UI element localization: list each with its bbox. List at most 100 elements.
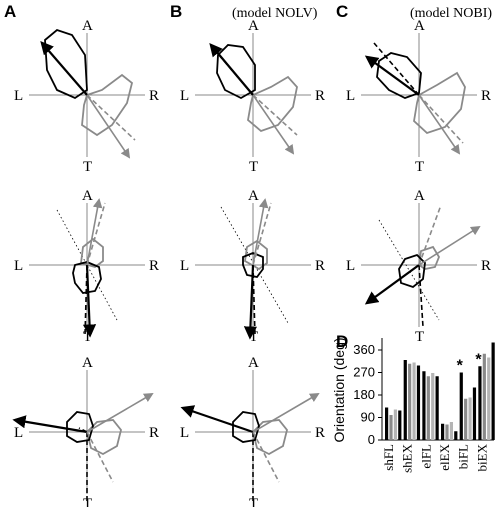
axis-label-left: L [14, 425, 23, 441]
arrow-vector-0 [243, 264, 258, 340]
polar-plot-a-mid: ATL R [14, 188, 159, 345]
bar-chart: 0 90 180 270 360 Orientation (deg) shFL shEX elF… [331, 337, 495, 473]
dashed-vector-4 [86, 431, 114, 483]
polar-plot-b-top: A T L R [180, 18, 325, 175]
axis-label-right: R [149, 258, 159, 274]
axis-label-bottom: T [415, 159, 424, 175]
arrow-vector-2 [418, 225, 481, 266]
arrow-vector-2 [86, 198, 103, 266]
bar-shEX-series-4 [416, 365, 421, 440]
panel-label-b: B [170, 2, 182, 21]
axis-label-bottom: T [83, 159, 92, 175]
arrow-vector-0 [364, 55, 420, 96]
bar-elFL-series-3 [431, 373, 435, 440]
dashed-vector-3 [86, 202, 106, 266]
bar-biFL-series-2 [464, 398, 468, 440]
bar-shFL-series-2 [389, 415, 393, 440]
arrow-vector-0 [364, 264, 420, 305]
polar-plot-a-top: A T L R [14, 18, 159, 175]
bar-biFL-series-4 [472, 387, 477, 440]
bar-biFL-series-1 [459, 372, 463, 440]
category-label-elEX: elEX [437, 443, 452, 470]
bar-shFL-series-3 [393, 409, 397, 440]
arrow-vector-0 [40, 41, 88, 96]
bar-elEX-series-2 [445, 424, 449, 440]
axis-label-left: L [14, 88, 23, 104]
bar-elEX-series-1 [441, 423, 445, 440]
y-tick-label-3: 270 [353, 365, 375, 380]
axis-label-left: L [346, 88, 355, 104]
axis-label-right: R [315, 258, 325, 274]
black-orientation-polygon [242, 252, 264, 278]
black-orientation-polygon [376, 52, 422, 99]
black-orientation-polygon [216, 44, 256, 100]
black-orientation-polygon [232, 411, 260, 443]
axis-label-bottom: T [249, 496, 258, 507]
dashed-vector-3 [252, 202, 272, 266]
axis-label-left: L [180, 88, 189, 104]
bar-elFL-series-2 [426, 376, 430, 440]
panel-label-a: A [4, 2, 16, 21]
bar-biEX-series-2 [482, 353, 486, 440]
dashed-vector-3 [252, 94, 298, 136]
category-label-shEX: shEX [400, 443, 415, 473]
dashed-vector-1 [252, 264, 256, 336]
axis-label-top: A [414, 18, 425, 34]
bar-shFL-series-4 [398, 410, 402, 440]
bar-elEX-series-4 [454, 431, 458, 440]
bar-elFL-series-4 [435, 376, 439, 440]
axis-label-right: R [481, 258, 491, 274]
polar-plot-c-mid: A T L R [346, 188, 491, 345]
dotted-reference-line [378, 219, 440, 321]
bar-elEX-series-3 [449, 422, 453, 440]
bar-biFL-series-3 [468, 397, 472, 440]
category-label-biFL: biFL [456, 444, 471, 469]
arrow-vector-2 [252, 393, 320, 433]
arrow-vector-0 [180, 405, 254, 434]
gray-orientation-polygon [244, 239, 268, 271]
axis-label-bottom: T [415, 329, 424, 345]
dashed-vector-1 [418, 264, 424, 328]
polar-plot-c-top: A T L R [346, 18, 491, 175]
dashed-vector-3 [252, 431, 280, 483]
y-axis-label: Orientation (deg) [331, 337, 347, 442]
panel-label-c: C [336, 2, 348, 21]
model-note-b: (model NOLV) [232, 6, 318, 21]
polar-plot-b-mid: ATL R [180, 188, 325, 345]
black-orientation-polygon [72, 261, 102, 294]
polar-plot-b-bot: A T L R [180, 355, 325, 507]
gray-orientation-polygon [80, 237, 104, 268]
axis-label-bottom: T [249, 159, 258, 175]
arrow-vector-1 [86, 94, 131, 159]
axis-label-left: L [180, 425, 189, 441]
category-label-shFL: shFL [381, 444, 396, 471]
bar-elFL-series-1 [422, 371, 426, 440]
arrow-vector-2 [252, 94, 295, 155]
bar-biEX-series-1 [478, 366, 482, 440]
dashed-vector-3 [418, 94, 464, 144]
dotted-reference-line [56, 209, 118, 321]
gray-orientation-polygon [81, 73, 134, 137]
arrow-vector-0 [82, 264, 97, 338]
gray-orientation-polygon [86, 419, 122, 456]
bar-shEX-series-3 [412, 362, 416, 440]
axis-label-top: A [82, 18, 93, 34]
arrow-vector-2 [252, 198, 269, 266]
dashed-vector-1 [218, 54, 254, 96]
axis-label-top: A [248, 355, 259, 371]
axis-label-left: L [346, 258, 355, 274]
y-tick-label-0: 0 [368, 432, 375, 447]
arrow-vector-0 [12, 415, 88, 434]
axis-label-left: L [180, 258, 189, 274]
axis-label-right: R [315, 88, 325, 104]
bar-shEX-series-1 [403, 360, 407, 440]
dashed-vector-1 [373, 42, 420, 96]
axis-label-right: R [315, 425, 325, 441]
dashed-vector-1 [84, 264, 88, 336]
dashed-vector-2 [86, 94, 136, 141]
model-note-c: (model NOBI) [410, 6, 492, 21]
axis-label-right: R [481, 88, 491, 104]
y-tick-label-1: 90 [361, 410, 375, 425]
